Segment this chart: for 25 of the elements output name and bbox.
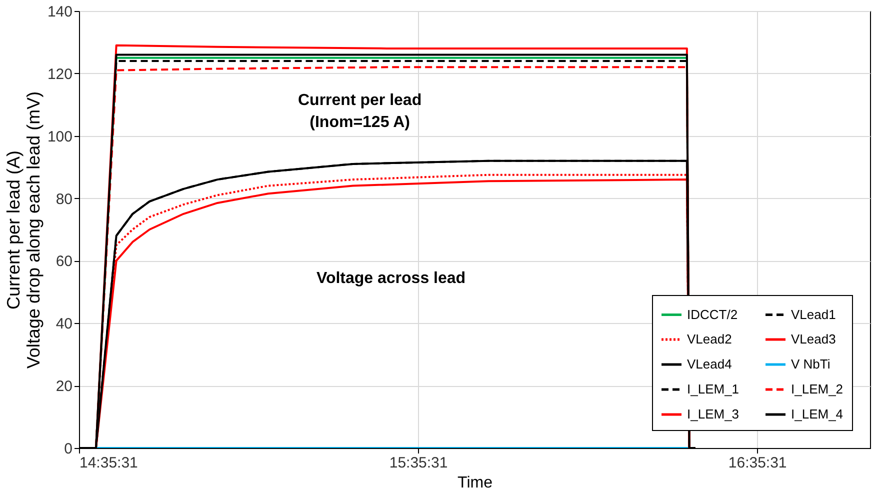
y-axis-title: Current per lead (A) Voltage drop along each lead (mV) <box>3 91 44 369</box>
y-tick-label: 140 <box>47 4 72 20</box>
legend-label: VLead2 <box>687 332 732 346</box>
x-tick-label: 16:35:31 <box>728 454 787 472</box>
x-axis-title: Time <box>458 474 493 492</box>
y-tick-label: 0 <box>64 440 72 458</box>
legend-label: VLead3 <box>791 332 836 346</box>
x-tick-label: 14:35:31 <box>80 454 138 472</box>
y-tick-label: 120 <box>47 66 72 83</box>
y-tick-label: 20 <box>56 378 72 396</box>
y-tick-label: 80 <box>56 190 72 208</box>
legend-label: V NbTi <box>791 356 830 372</box>
y-tick-label: 100 <box>47 128 72 146</box>
legend-label: VLead4 <box>687 356 732 372</box>
legend-label: VLead1 <box>791 306 836 322</box>
legend-label: IDCCT/2 <box>687 306 738 322</box>
legend-label: I_LEM_1 <box>687 382 740 396</box>
legend-label: I_LEM_4 <box>791 406 844 422</box>
y-tick-label: 40 <box>56 316 72 333</box>
annotation: Current per lead (Inom=125 A) <box>298 92 422 131</box>
legend-label: I_LEM_3 <box>687 406 740 422</box>
x-tick-label: 15:35:31 <box>389 454 448 472</box>
legend-label: I_LEM_2 <box>791 382 844 396</box>
annotation: Voltage across lead <box>316 270 466 288</box>
y-tick-label: 60 <box>56 253 72 270</box>
